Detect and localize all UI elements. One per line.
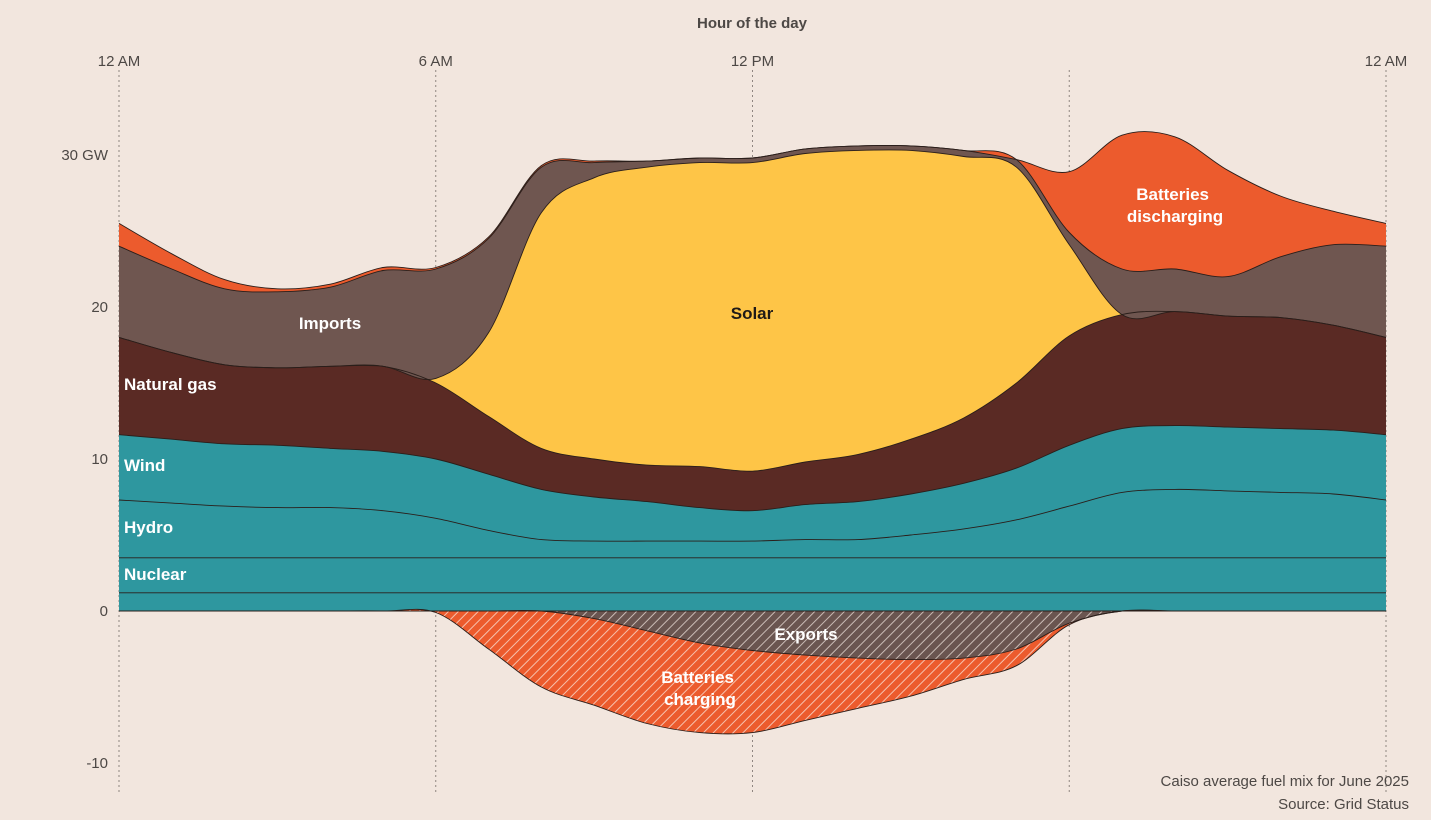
label-wind: Wind [124,456,165,475]
series-boundary [118,425,1387,512]
x-axis-title: Hour of the day [697,15,808,32]
area-solar [119,149,1386,472]
series-boundary [118,488,1387,542]
x-axis-ticks: 12 AM 6 AM 12 PM 12 AM [98,53,1408,70]
label-batteries-discharging: Batteries discharging [1127,185,1223,226]
area-imports [119,145,1386,380]
label-nuclear: Nuclear [124,565,187,584]
area-layer-1 [119,557,1386,593]
area-batteries-discharging [119,131,1386,293]
y-axis-ticks: 30 GW 20 10 0 -10 [61,147,109,772]
area-nuclear [119,592,1386,611]
label-natural-gas: Natural gas [124,375,217,394]
label-imports: Imports [299,314,361,333]
y-tick-label: 30 GW [61,147,109,164]
area-batteries-charging [119,609,1386,734]
chart-source: Source: Grid Status [1278,796,1409,813]
area-exports [119,610,1386,660]
series-boundary [118,131,1387,290]
y-tick-label: 0 [100,603,108,620]
series-boundary [118,149,1387,381]
y-tick-label: -10 [86,755,108,772]
x-tick-label: 12 PM [731,53,774,70]
x-tick-label: 12 AM [1365,53,1408,70]
x-tick-label: 12 AM [98,53,141,70]
x-tick-label: 6 AM [419,53,453,70]
label-solar: Solar [731,304,774,323]
series-boundaries [118,131,1387,735]
y-tick-label: 20 [91,299,108,316]
y-tick-label: 10 [91,451,108,468]
label-hydro: Hydro [124,518,173,537]
chart-caption: Caiso average fuel mix for June 2025 [1161,773,1409,790]
area-wind [119,425,1386,542]
label-exports: Exports [774,625,837,644]
area-natural-gas [119,311,1386,511]
label-batteries-charging: Batteries charging [661,668,739,709]
